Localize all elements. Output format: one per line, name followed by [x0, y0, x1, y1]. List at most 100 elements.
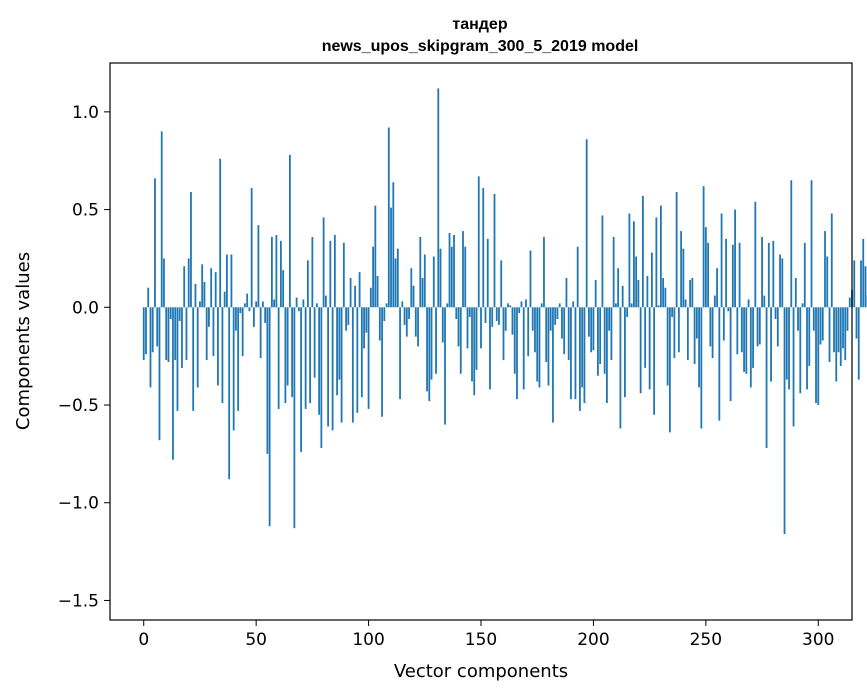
bar-155 — [491, 307, 494, 327]
bar-168 — [520, 301, 523, 308]
bar-150 — [480, 307, 482, 349]
x-tick-label: 0 — [138, 630, 149, 650]
bar-121 — [414, 307, 417, 337]
bar-95 — [356, 307, 359, 413]
bar-15 — [176, 307, 179, 411]
bar-271 — [752, 307, 754, 368]
bar-97 — [360, 307, 363, 398]
bar-136 — [448, 233, 451, 308]
bar-125 — [423, 254, 426, 308]
bar-44 — [241, 307, 244, 357]
bar-259 — [725, 238, 727, 308]
y-tick-label: 0.5 — [72, 201, 99, 221]
bar-30 — [210, 268, 213, 308]
bar-273 — [756, 307, 759, 347]
bar-187 — [563, 307, 566, 355]
bar-40 — [232, 307, 235, 431]
bar-226 — [650, 252, 653, 308]
bar-309 — [837, 307, 840, 353]
bar-267 — [743, 307, 745, 372]
bar-171 — [527, 307, 530, 357]
bar-217 — [630, 303, 633, 308]
bar-299 — [815, 307, 817, 404]
bar-105 — [378, 307, 381, 341]
bar-257 — [720, 213, 723, 308]
bar-21 — [190, 191, 192, 308]
bar-162 — [507, 303, 509, 308]
bar-152 — [484, 307, 487, 323]
bar-290 — [794, 277, 797, 308]
bar-8 — [160, 131, 163, 308]
bar-52 — [259, 307, 262, 359]
bar-139 — [455, 307, 458, 320]
bar-220 — [637, 279, 640, 308]
bar-308 — [835, 307, 838, 382]
bar-195 — [581, 307, 584, 388]
bar-120 — [412, 285, 415, 308]
y-tick-label: 0.0 — [72, 298, 99, 318]
bar-166 — [516, 307, 518, 400]
bar-71 — [302, 299, 305, 308]
bar-94 — [354, 285, 356, 308]
bar-5 — [154, 178, 156, 308]
bar-101 — [369, 287, 372, 308]
bar-173 — [531, 307, 534, 331]
bar-281 — [774, 307, 777, 320]
bar-298 — [812, 307, 815, 331]
bar-79 — [320, 307, 323, 449]
bar-216 — [628, 213, 631, 308]
bar-144 — [466, 307, 469, 349]
bar-45 — [244, 303, 246, 308]
bar-1 — [145, 307, 147, 355]
bar-67 — [293, 307, 296, 529]
bar-306 — [830, 213, 833, 308]
bar-227 — [653, 307, 656, 415]
bar-108 — [385, 303, 388, 308]
bar-102 — [372, 246, 374, 308]
bar-189 — [567, 307, 570, 361]
chart-title-line2: news_upos_skipgram_300_5_2019 model — [322, 38, 639, 55]
bar-302 — [821, 307, 824, 341]
bar-255 — [716, 268, 718, 308]
bar-213 — [621, 285, 624, 308]
y-tick-label: −1.5 — [58, 591, 99, 611]
bar-208 — [610, 307, 613, 361]
bar-214 — [624, 307, 626, 398]
bar-27 — [203, 281, 206, 308]
bar-75 — [311, 236, 314, 308]
bar-100 — [367, 307, 370, 409]
bar-246 — [695, 307, 698, 339]
bar-9 — [163, 258, 165, 308]
bar-194 — [579, 307, 581, 411]
bar-266 — [740, 307, 743, 353]
bar-111 — [392, 182, 395, 308]
bar-207 — [608, 307, 611, 331]
bar-170 — [525, 299, 527, 308]
bar-186 — [561, 307, 563, 339]
bar-82 — [327, 307, 329, 427]
bar-142 — [462, 231, 464, 308]
bar-165 — [513, 307, 516, 374]
bar-131 — [437, 88, 440, 308]
y-axis-label: Components values — [13, 252, 34, 430]
bar-233 — [666, 307, 669, 386]
bar-133 — [441, 307, 444, 343]
bar-69 — [297, 307, 300, 312]
bar-182 — [552, 307, 554, 423]
bar-151 — [482, 188, 485, 308]
bar-106 — [381, 307, 383, 417]
bar-184 — [556, 307, 559, 320]
bar-240 — [682, 248, 685, 308]
bar-234 — [668, 307, 671, 433]
bar-12 — [169, 307, 172, 320]
bar-215 — [626, 307, 629, 318]
bar-294 — [803, 242, 806, 308]
bar-237 — [675, 191, 678, 308]
bar-10 — [165, 307, 168, 361]
bar-193 — [576, 246, 579, 308]
bar-19 — [185, 307, 188, 361]
bar-176 — [538, 307, 541, 388]
bar-164 — [511, 307, 514, 335]
bar-154 — [489, 307, 491, 390]
bar-96 — [358, 272, 361, 308]
